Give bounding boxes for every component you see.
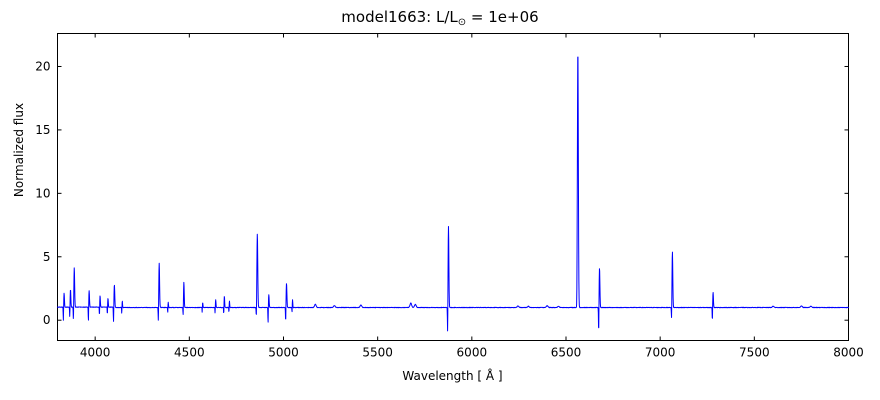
x-tick-label: 5000 [268, 346, 299, 360]
x-tick-label: 8000 [833, 346, 864, 360]
y-axis-label: Normalized flux [12, 102, 26, 198]
x-tick-label: 6000 [457, 346, 488, 360]
x-tick-label: 6500 [551, 346, 582, 360]
title-prefix: model1663: L/L [341, 8, 458, 26]
axes-frame: 4000 4500 5000 5500 6000 6500 7000 7500 8000 0 5 10… [35, 33, 864, 360]
y-tick-label: 10 [35, 186, 50, 200]
spectrum-trace [57, 56, 849, 332]
x-axis-label: Wavelength [ Å ] [402, 369, 503, 383]
x-tick-label: 7500 [739, 346, 770, 360]
x-tick-label: 4000 [80, 346, 111, 360]
title-subscript: ⊙ [457, 16, 467, 28]
y-tick-label: 20 [35, 59, 50, 73]
x-tick-label: 4500 [174, 346, 205, 360]
title-suffix: = 1e+06 [466, 8, 539, 26]
x-tick-label: 7000 [645, 346, 676, 360]
y-tick-label: 0 [43, 313, 51, 327]
y-tick-label: 15 [35, 123, 50, 137]
spectrum-series [57, 56, 849, 332]
x-tick-label: 5500 [362, 346, 393, 360]
page-title: model1663: L/L⊙ = 1e+06 [0, 8, 880, 32]
y-tick-label: 5 [43, 250, 51, 264]
